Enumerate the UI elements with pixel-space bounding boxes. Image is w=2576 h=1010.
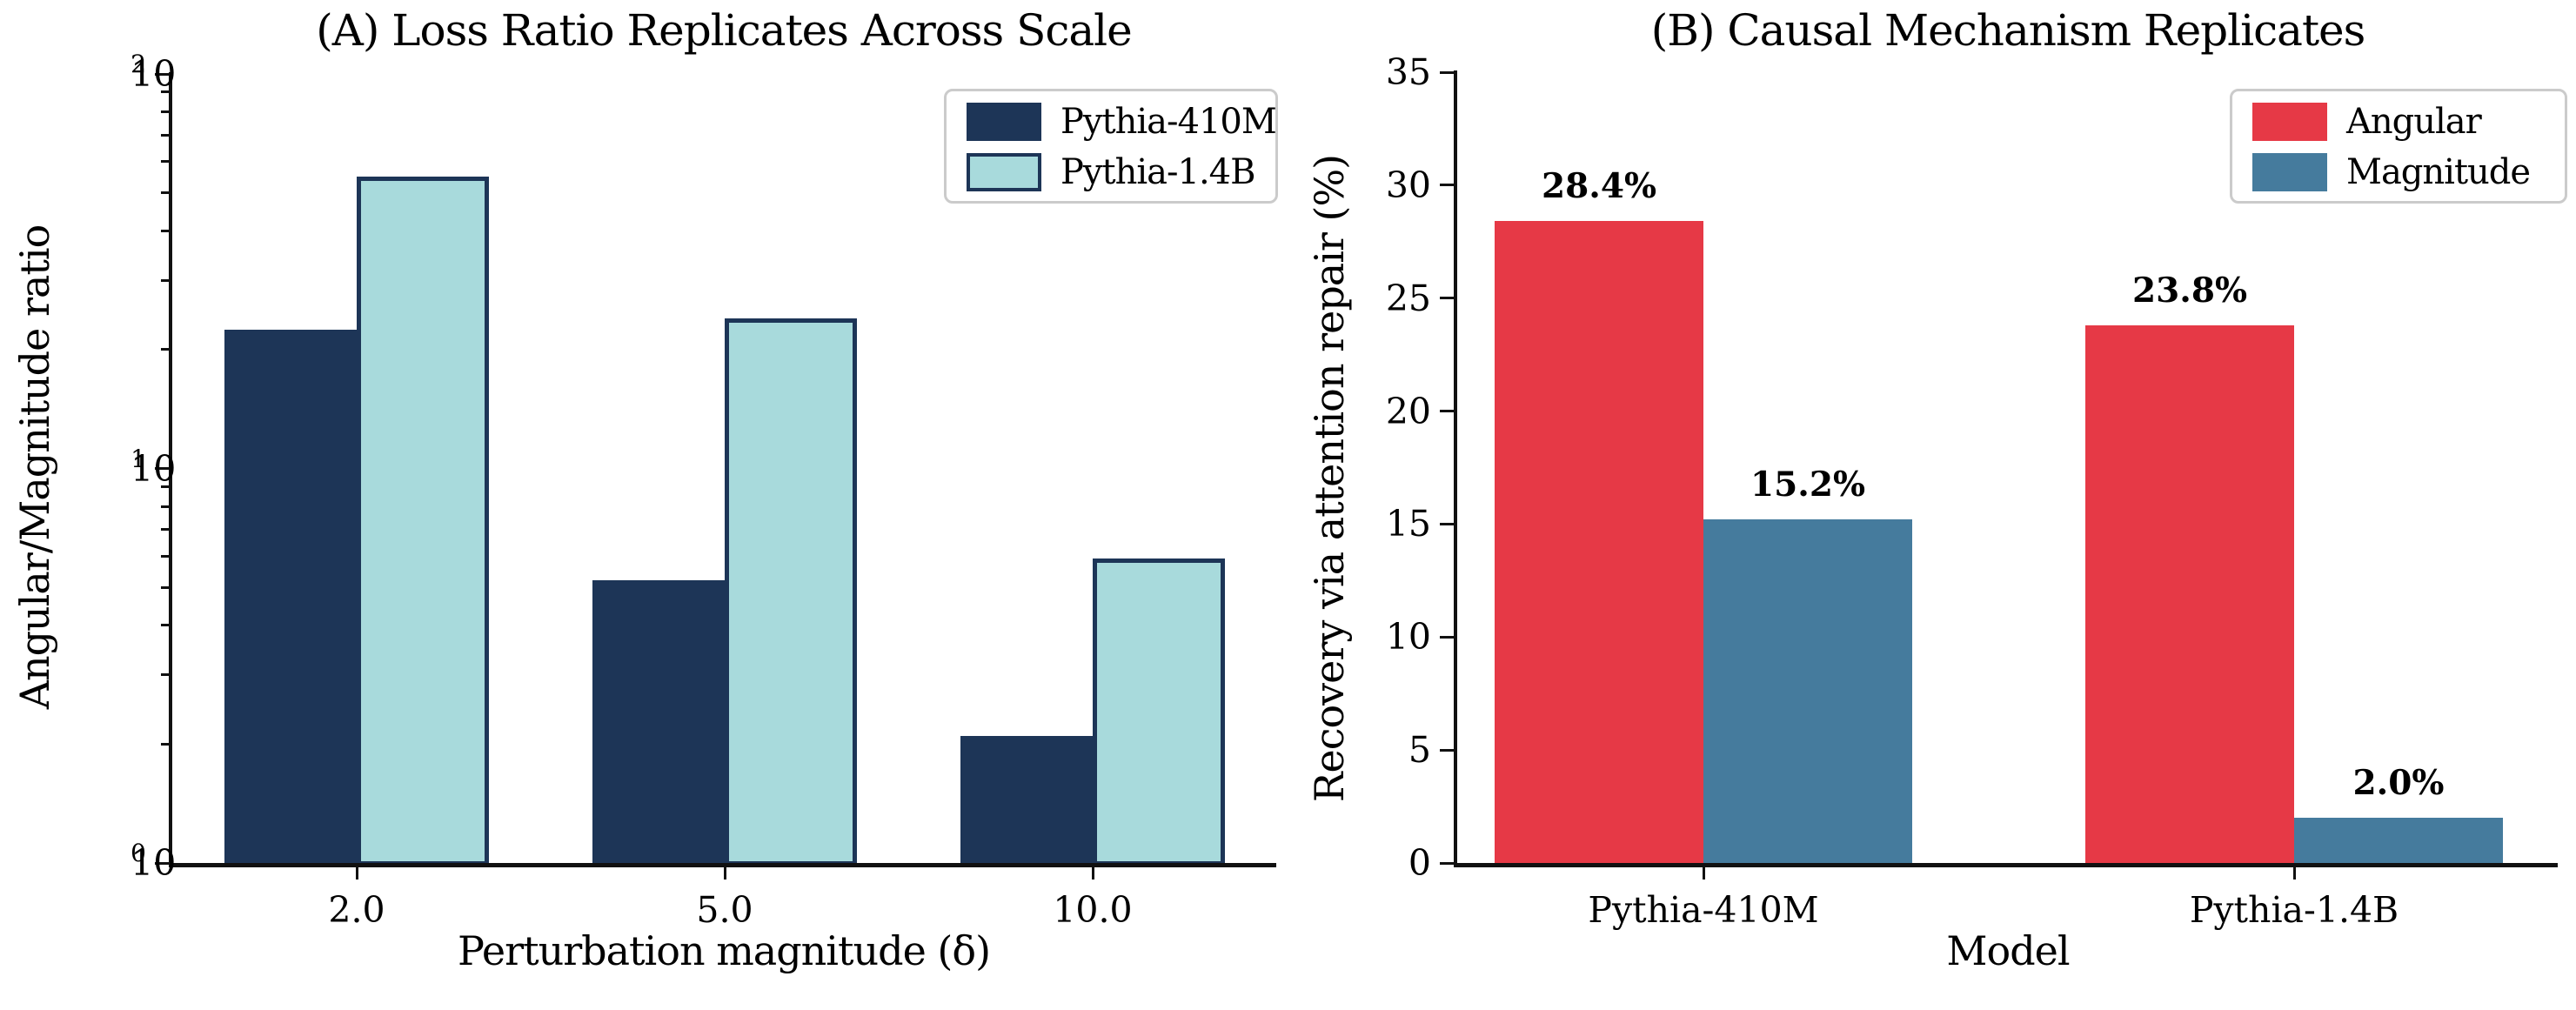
panelA-legend-swatch-icon <box>967 153 1041 191</box>
panelB-x-tick <box>2292 867 2296 880</box>
panelB-y-tick-label: 0 <box>1408 842 1431 884</box>
panelB-bar-value-label: 23.8% <box>2131 270 2248 311</box>
panelA-bar <box>960 735 1093 866</box>
panelB-legend-label: Angular <box>2346 102 2482 142</box>
panelA-y-minor-tick <box>161 229 169 232</box>
panelB-y-tick <box>1440 70 1454 74</box>
panelA-y-minor-tick <box>161 160 169 164</box>
panelB-legend-swatch-icon <box>2252 153 2327 191</box>
panelB-bar <box>1703 519 1912 866</box>
panelB-x-axis-spine <box>1454 863 2558 867</box>
panelB-title: (B) Causal Mechanism Replicates <box>1650 5 2366 56</box>
panelB-y-tick-label: 20 <box>1385 390 1431 432</box>
panelA-y-tick-label: 10 1 <box>130 444 177 490</box>
panelA-xlabel: Perturbation magnitude (δ) <box>457 927 991 974</box>
panelA-x-tick <box>1091 867 1094 880</box>
panelA-y-axis-spine <box>169 72 172 866</box>
panelA-y-tick-label: 10 0 <box>130 839 177 885</box>
panelA-bar <box>592 580 725 866</box>
panelB-y-tick-label: 10 <box>1385 616 1431 659</box>
panelA-x-tick-label: 5.0 <box>696 889 753 931</box>
panelB-xlabel: Model <box>1946 927 2070 974</box>
panelA-y-minor-tick <box>161 90 169 94</box>
panelB-y-tick-label: 35 <box>1385 51 1431 93</box>
panelA-legend-swatch-icon <box>967 103 1041 141</box>
panelB-y-tick <box>1440 748 1454 752</box>
panelA-y-tick <box>155 72 169 76</box>
panelA-legend-label: Pythia-410M <box>1061 102 1277 142</box>
panelA-bar <box>357 176 489 866</box>
panelA-y-minor-tick <box>161 505 169 508</box>
panelA-y-minor-tick <box>161 624 169 627</box>
panelB-y-tick-label: 30 <box>1385 164 1431 206</box>
panelB-y-tick-label: 15 <box>1385 503 1431 545</box>
panelA-bar <box>224 329 357 866</box>
panelB-y-tick <box>1440 410 1454 413</box>
panelA-y-tick-label: 10 2 <box>130 50 177 96</box>
panelA-y-tick <box>155 861 169 865</box>
panelB-y-tick <box>1440 184 1454 187</box>
panelA-x-tick <box>723 867 726 880</box>
panelA-y-minor-tick <box>161 742 169 746</box>
panelA-bar <box>725 318 857 866</box>
panelB-bar <box>2294 818 2503 866</box>
panelB-bar-value-label: 28.4% <box>1541 166 1657 207</box>
panelB-bar-value-label: 15.2% <box>1750 465 1866 505</box>
panelA-y-minor-tick <box>161 348 169 351</box>
panelA-bar <box>1093 559 1225 866</box>
panelA-y-minor-tick <box>161 110 169 114</box>
panelA-x-tick-label: 10.0 <box>1053 889 1133 931</box>
panelB-y-axis-spine <box>1454 70 1457 866</box>
panelA-y-minor-tick <box>161 554 169 558</box>
panelB-ylabel: Recovery via attention repair (%) <box>1306 154 1353 803</box>
panelB-y-tick-label: 5 <box>1408 729 1431 772</box>
panelB-bar <box>1495 221 1703 866</box>
panelB-legend-label: Magnitude <box>2346 152 2531 192</box>
panelB-x-tick-label: Pythia-410M <box>1588 889 1819 931</box>
panelB-y-tick <box>1440 522 1454 525</box>
panelB-y-tick <box>1440 861 1454 865</box>
panelA-x-tick-label: 2.0 <box>328 889 385 931</box>
panelA-y-minor-tick <box>161 528 169 532</box>
panelA-y-minor-tick <box>161 278 169 282</box>
panelA-legend-label: Pythia-1.4B <box>1061 152 1256 192</box>
panelB-bar <box>2085 324 2294 866</box>
panelA-y-tick <box>155 467 169 470</box>
panelB-bar-value-label: 2.0% <box>2352 763 2445 804</box>
panelA-x-axis-spine <box>169 863 1276 867</box>
panelB-y-tick <box>1440 297 1454 300</box>
panelA-y-minor-tick <box>161 585 169 589</box>
panelA-y-minor-tick <box>161 191 169 195</box>
panelA-x-tick <box>355 867 358 880</box>
panelB-x-tick <box>1702 867 1705 880</box>
panelA-y-minor-tick <box>161 133 169 137</box>
panelA-title: (A) Loss Ratio Replicates Across Scale <box>316 5 1132 56</box>
panelB-y-tick <box>1440 635 1454 639</box>
panelB-x-tick-label: Pythia-1.4B <box>2189 889 2399 931</box>
panelA-y-minor-tick <box>161 673 169 677</box>
panelB-y-tick-label: 25 <box>1385 277 1431 319</box>
panelA-y-minor-tick <box>161 485 169 488</box>
panelB-legend-swatch-icon <box>2252 103 2327 141</box>
